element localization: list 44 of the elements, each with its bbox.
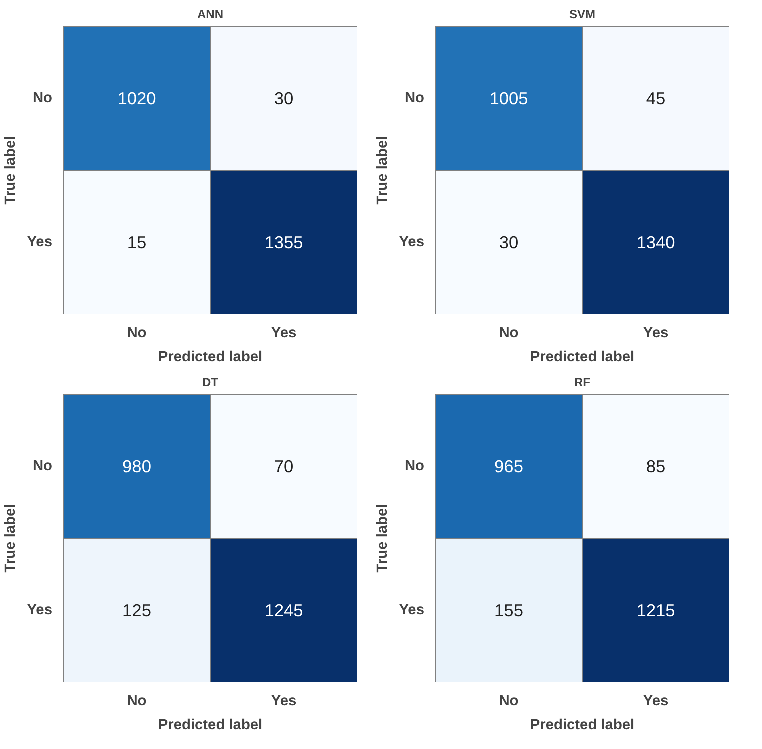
y-tick-label: Yes xyxy=(27,234,53,250)
data-label: 1245 xyxy=(264,600,304,620)
x-tick-label: Yes xyxy=(271,694,297,710)
data-label: 1215 xyxy=(636,600,676,620)
x-tick-label: No xyxy=(499,326,519,342)
data-label: 15 xyxy=(127,232,147,252)
chart-title: DT xyxy=(202,376,220,390)
y-axis-title: True label xyxy=(3,136,20,205)
x-axis-title: Predicted label xyxy=(530,350,635,366)
data-label: 980 xyxy=(122,456,152,476)
chart-title: RF xyxy=(574,376,590,390)
x-tick-label: No xyxy=(127,694,147,710)
y-tick-label: Yes xyxy=(399,602,425,618)
x-tick-label: Yes xyxy=(271,326,297,342)
y-axis-title: True label xyxy=(375,504,392,573)
y-axis-title: True label xyxy=(3,504,20,573)
data-label: 30 xyxy=(274,88,294,108)
data-label: 45 xyxy=(646,88,666,108)
chart-title: SVM xyxy=(570,8,596,22)
y-axis-title: True label xyxy=(375,136,392,205)
x-tick-label: No xyxy=(499,694,519,710)
data-label: 70 xyxy=(274,456,294,476)
data-label: 1005 xyxy=(490,88,528,108)
data-label: 30 xyxy=(499,232,519,252)
data-label: 1340 xyxy=(636,232,676,252)
data-label: 85 xyxy=(646,456,666,476)
y-tick-label: No xyxy=(32,458,53,474)
x-axis-title: Predicted label xyxy=(530,718,635,734)
x-axis-title: Predicted label xyxy=(158,718,263,734)
data-label: 1020 xyxy=(118,88,156,108)
y-tick-label: No xyxy=(404,90,425,106)
data-label: 155 xyxy=(494,600,524,620)
data-label: 965 xyxy=(494,456,524,476)
data-label: 1355 xyxy=(264,232,304,252)
y-tick-label: Yes xyxy=(27,602,53,618)
x-tick-label: Yes xyxy=(643,694,669,710)
y-tick-label: Yes xyxy=(399,234,425,250)
data-label: 125 xyxy=(122,600,152,620)
x-tick-label: Yes xyxy=(643,326,669,342)
y-tick-label: No xyxy=(404,458,425,474)
x-axis-title: Predicted label xyxy=(158,350,263,366)
y-tick-label: No xyxy=(32,90,53,106)
x-tick-label: No xyxy=(127,326,147,342)
chart-title: ANN xyxy=(198,8,224,22)
